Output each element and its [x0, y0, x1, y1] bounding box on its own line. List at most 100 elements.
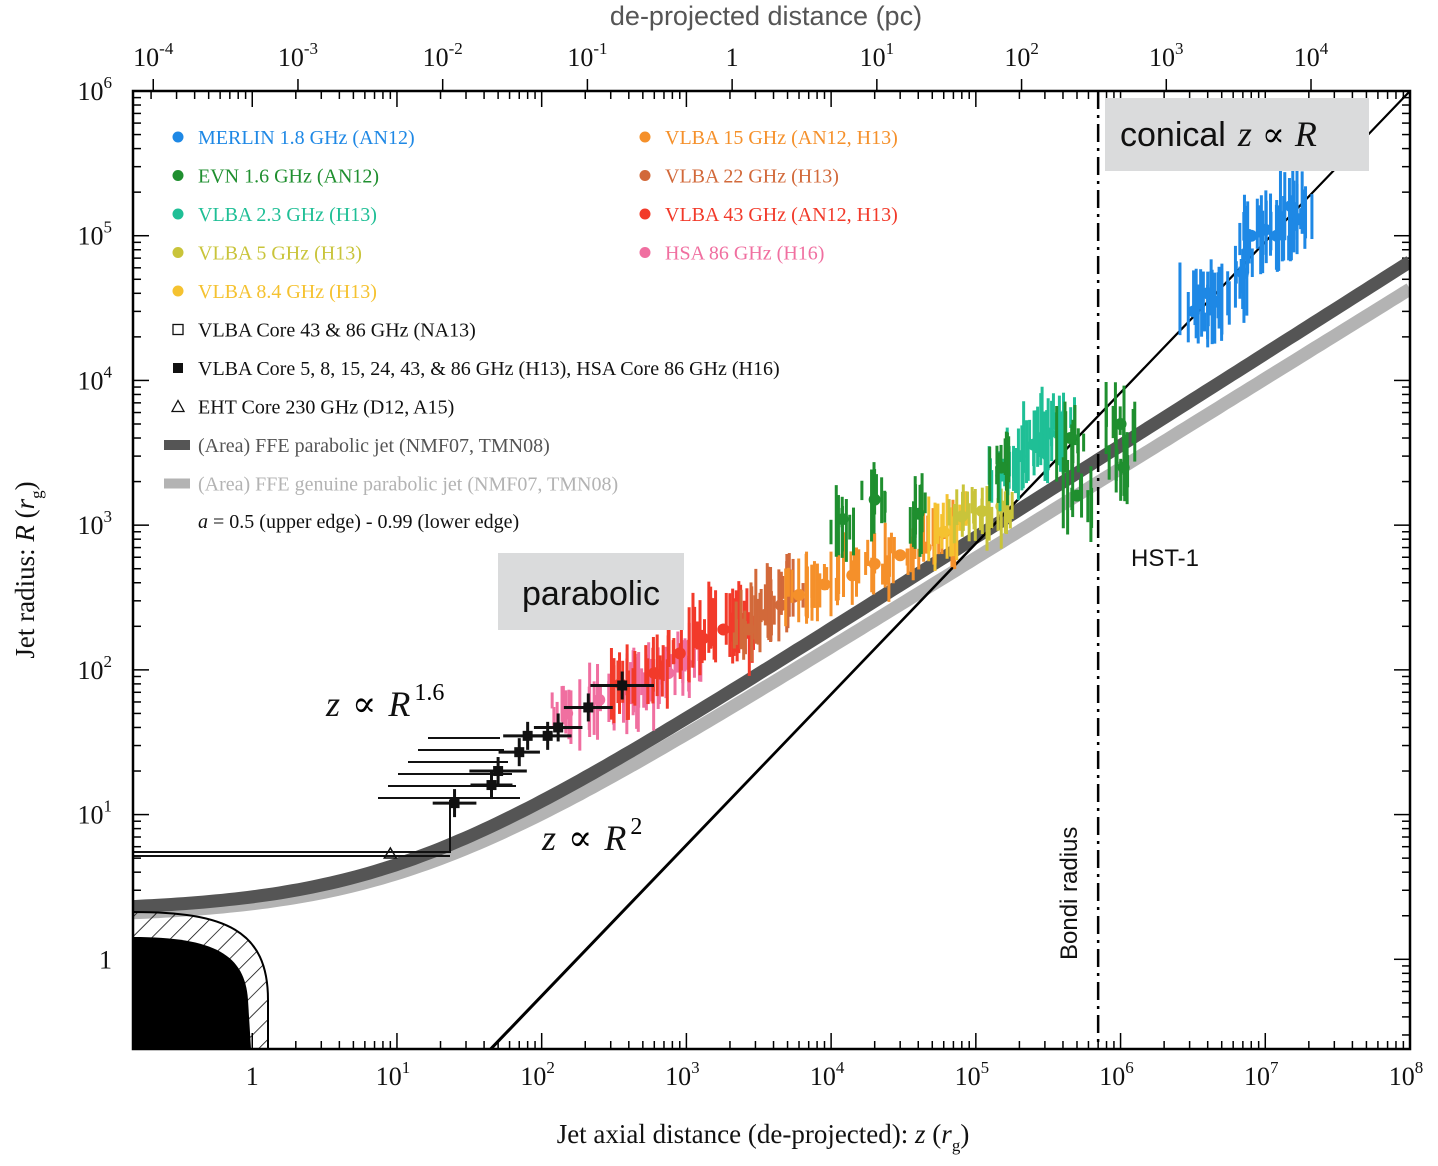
data-point	[912, 507, 925, 520]
legend-label: VLBA 8.4 GHz (H13)	[198, 281, 377, 303]
legend-label: EVN 1.6 GHz (AN12)	[198, 166, 379, 188]
legend-label: VLBA 15 GHz (AN12, H13)	[665, 127, 898, 149]
legend-label: VLBA Core 43 & 86 GHz (NA13)	[198, 320, 476, 342]
legend-marker-dot	[639, 170, 651, 181]
top-tick-label: 10-3	[278, 39, 318, 72]
legend-marker-dot	[639, 131, 651, 143]
x-tick-label: 105	[955, 1058, 990, 1091]
data-point	[1117, 461, 1130, 474]
data-point	[836, 513, 849, 526]
data-point	[975, 505, 988, 518]
bondi-radius-label: Bondi radius	[1056, 827, 1083, 960]
legend-item: VLBA 22 GHz (H13)	[639, 166, 839, 188]
legend-label: (Area) FFE genuine parabolic jet (NMF07,…	[198, 474, 618, 496]
x-tick-label: 107	[1244, 1058, 1279, 1091]
legend-item: HSA 86 GHz (H16)	[639, 243, 824, 265]
legend-label: VLBA 43 GHz (AN12, H13)	[665, 204, 898, 226]
legend-marker-dot	[172, 247, 184, 258]
data-point	[1292, 213, 1305, 226]
data-point	[1070, 489, 1083, 502]
legend-label: VLBA 22 GHz (H13)	[665, 166, 839, 188]
y-tick-label: 101	[78, 797, 113, 830]
core-point	[449, 798, 460, 809]
legend-item: EHT Core 230 GHz (D12, A15)	[170, 397, 454, 419]
legend-label: VLBA Core 5, 8, 15, 24, 43, & 86 GHz (H1…	[198, 358, 780, 380]
data-point	[868, 493, 881, 506]
plot-area	[133, 91, 1410, 1049]
top-axis-ticks: 10-4 10-3 10-2 10-1 1 101 102 103 104	[133, 39, 1329, 90]
legend-item: VLBA 5 GHz (H13)	[172, 243, 362, 265]
genuine-parabolic-band	[133, 283, 1410, 920]
parabolic-box	[498, 553, 684, 630]
top-tick-label: 1	[726, 43, 739, 72]
y-axis-title: Jet radius: R (rg)	[10, 481, 46, 658]
x-tick-label: 101	[376, 1058, 411, 1091]
core-point	[583, 702, 594, 713]
legend: MERLIN 1.8 GHz (AN12) EVN 1.6 GHz (AN12) V…	[164, 127, 898, 496]
legend-spin-note: a = 0.5 (upper edge) - 0.99 (lower edge)	[198, 511, 519, 533]
x-tick-label: 1	[246, 1062, 259, 1091]
legend-item: (Area) FFE parabolic jet (NMF07, TMN08)	[164, 435, 550, 457]
core-point	[617, 680, 628, 691]
data-point	[1114, 417, 1127, 430]
legend-item: VLBA 8.4 GHz (H13)	[172, 281, 377, 303]
fit-label-r16: z ∝ R 1.6	[325, 680, 444, 724]
legend-label: HSA 86 GHz (H16)	[665, 243, 824, 265]
parabolic-label: parabolic	[522, 575, 660, 613]
event-horizon	[133, 937, 251, 1049]
data-point	[1245, 229, 1258, 242]
conical-box	[1105, 98, 1369, 171]
fit-lines	[489, 91, 1410, 1049]
series-5	[947, 465, 1014, 551]
top-tick-label: 101	[860, 39, 895, 72]
legend-item: (Area) FFE genuine parabolic jet (NMF07,…	[164, 474, 618, 496]
legend-label: MERLIN 1.8 GHz (AN12)	[198, 127, 415, 149]
legend-marker-band	[164, 440, 190, 450]
top-axis-title: de-projected distance (pc)	[610, 1, 922, 31]
data-point	[995, 461, 1008, 474]
x-tick-label: 103	[665, 1058, 700, 1091]
data-point	[1209, 295, 1222, 308]
data-points	[133, 167, 1314, 859]
core-point	[553, 722, 564, 733]
data-point	[793, 588, 806, 601]
data-point	[1064, 432, 1077, 445]
legend-marker-dot	[639, 208, 651, 220]
data-point	[593, 693, 606, 706]
y-tick-label: 103	[78, 507, 113, 540]
x-tick-label: 102	[520, 1058, 555, 1091]
y-axis-ticks: 1 101 102 103 104 105 106	[78, 73, 1410, 1036]
series-1	[609, 581, 755, 724]
top-tick-label: 103	[1149, 39, 1184, 72]
hst1-label: HST-1	[1131, 545, 1199, 572]
eht-core-marker	[383, 846, 398, 859]
legend-label: (Area) FFE parabolic jet (NMF07, TMN08)	[198, 435, 550, 457]
fit-line-conical	[489, 91, 1410, 1049]
legend-item: VLBA Core 43 & 86 GHz (NA13)	[172, 320, 476, 342]
legend-marker-open-triangle	[170, 399, 186, 413]
eht-core-bar	[133, 800, 451, 857]
data-point	[648, 667, 661, 680]
parabolic-band	[133, 256, 1410, 914]
legend-item: MERLIN 1.8 GHz (AN12)	[172, 127, 415, 149]
data-point	[673, 647, 686, 660]
legend-marker-filled-square	[173, 363, 183, 373]
legend-marker-dot	[639, 247, 651, 258]
data-point	[1027, 438, 1040, 451]
legend-marker-band	[164, 478, 190, 489]
conical-label: conical z ∝ R	[1120, 114, 1317, 154]
model-bands	[133, 256, 1410, 920]
data-point	[846, 569, 859, 582]
legend-marker-dot	[172, 131, 184, 143]
legend-item: VLBA 43 GHz (AN12, H13)	[639, 204, 898, 226]
y-tick-label: 105	[78, 218, 113, 251]
legend-label: EHT Core 230 GHz (D12, A15)	[198, 397, 454, 419]
x-tick-label: 106	[1099, 1058, 1134, 1091]
plot-frame	[131, 89, 1412, 1051]
y-tick-label: 102	[78, 652, 113, 685]
data-point	[818, 578, 831, 591]
legend-item: EVN 1.6 GHz (AN12)	[172, 166, 379, 188]
top-tick-label: 10-2	[423, 39, 463, 72]
data-point	[955, 510, 968, 523]
legend-marker-dot	[172, 208, 184, 220]
